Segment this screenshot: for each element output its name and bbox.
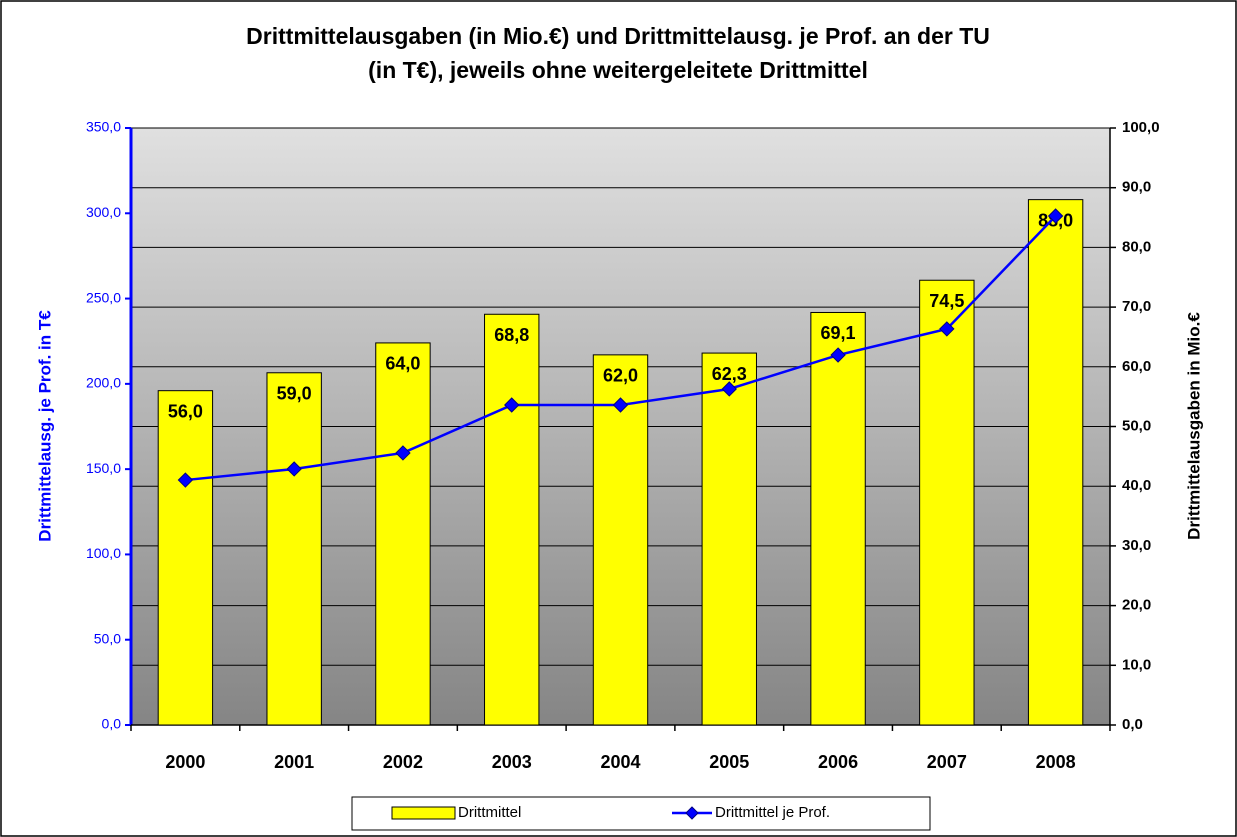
- y-axis-label: Drittmittelausg. je Prof. in T€: [35, 310, 54, 542]
- value-label: 62,0: [603, 366, 638, 386]
- y2-tick-label: 60,0: [1122, 358, 1151, 375]
- marker: [395, 445, 411, 461]
- legend-label: Drittmittel je Prof.: [715, 804, 830, 821]
- x-tick-label: 2001: [274, 752, 314, 772]
- y2-tick-label: 0,0: [1122, 716, 1143, 733]
- x-tick-label: 2008: [1036, 752, 1076, 772]
- x-tick-label: 2005: [709, 752, 749, 772]
- y-tick-label: 100,0: [86, 545, 121, 561]
- x-tick-label: 2002: [383, 752, 423, 772]
- y-tick-label: 50,0: [94, 630, 121, 646]
- value-label: 74,5: [929, 291, 964, 311]
- value-label: 69,1: [821, 323, 856, 343]
- y2-axis-label: Drittmittelausgaben in Mio.€: [1184, 312, 1203, 540]
- legend-swatch: [391, 806, 456, 820]
- marker: [177, 472, 194, 488]
- y2-tick-label: 90,0: [1122, 179, 1151, 196]
- x-tick-label: 2000: [165, 752, 205, 772]
- bar: [701, 352, 757, 726]
- bar: [484, 313, 540, 726]
- y-tick-label: 300,0: [86, 204, 121, 220]
- marker: [612, 397, 629, 413]
- x-tick-label: 2007: [927, 752, 967, 772]
- y2-tick-label: 80,0: [1122, 238, 1151, 255]
- x-tick-label: 2006: [818, 752, 858, 772]
- y2-tick-label: 20,0: [1122, 597, 1151, 614]
- x-tick-label: 2004: [600, 752, 640, 772]
- marker: [286, 461, 302, 477]
- y2-tick-label: 40,0: [1122, 477, 1151, 494]
- bar: [157, 390, 214, 726]
- value-label: 62,3: [712, 364, 747, 384]
- marker: [504, 397, 520, 413]
- chart-title: (in T€), jeweils ohne weitergeleitete Dr…: [368, 57, 868, 83]
- chart-title: Drittmittelausgaben (in Mio.€) und Dritt…: [246, 23, 990, 49]
- y2-tick-label: 70,0: [1122, 298, 1151, 315]
- bar: [375, 342, 431, 726]
- y-tick-label: 0,0: [102, 716, 122, 732]
- marker: [1047, 208, 1064, 224]
- legend-swatch: [685, 806, 699, 820]
- marker: [721, 381, 737, 397]
- bar: [592, 354, 649, 726]
- x-tick-label: 2003: [492, 752, 532, 772]
- bar: [1027, 199, 1084, 726]
- y2-tick-label: 30,0: [1122, 537, 1151, 554]
- value-label: 64,0: [385, 354, 420, 374]
- y-tick-label: 150,0: [86, 460, 121, 476]
- y2-tick-label: 50,0: [1122, 417, 1151, 434]
- bar: [919, 279, 975, 726]
- marker: [830, 347, 846, 363]
- y-tick-label: 200,0: [86, 375, 121, 391]
- marker: [939, 321, 955, 337]
- value-label: 56,0: [168, 401, 203, 421]
- y-tick-label: 350,0: [86, 119, 121, 135]
- y-tick-label: 250,0: [86, 289, 121, 305]
- bar: [810, 311, 866, 726]
- value-label: 59,0: [277, 384, 312, 404]
- value-label: 68,8: [494, 325, 529, 345]
- y2-tick-label: 100,0: [1122, 119, 1160, 136]
- bar: [266, 372, 322, 726]
- legend-label: Drittmittel: [458, 804, 521, 821]
- y2-tick-label: 10,0: [1122, 656, 1151, 673]
